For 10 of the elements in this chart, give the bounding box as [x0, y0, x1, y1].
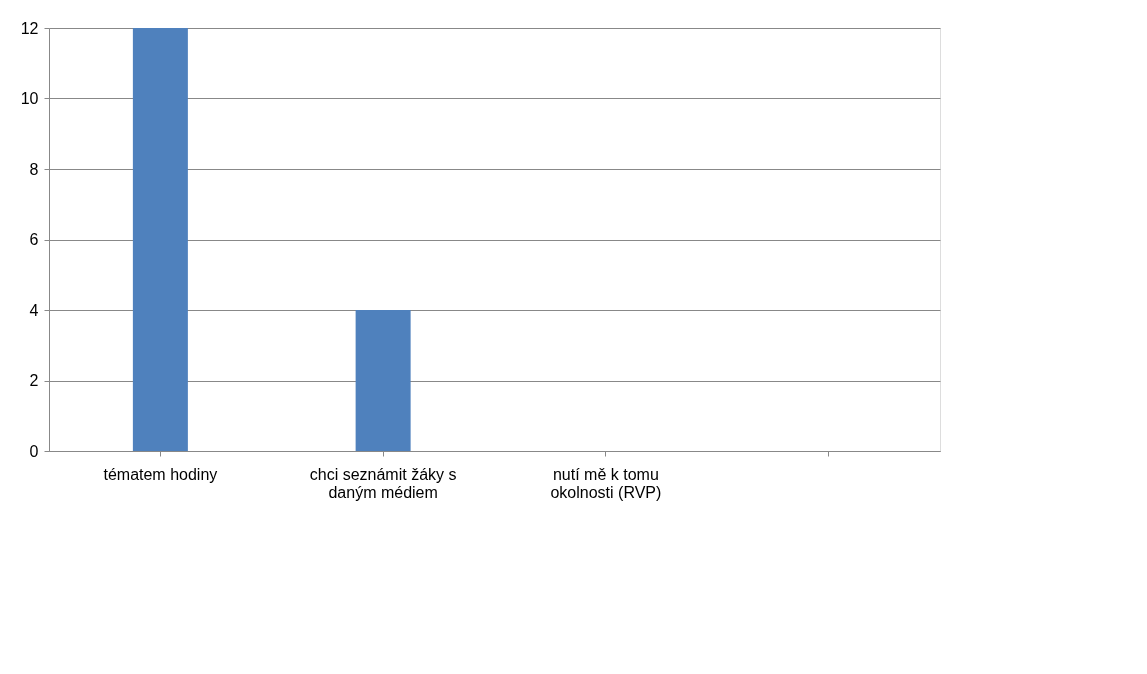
y-tick-label: 4	[29, 301, 39, 319]
x-tick-label: chci seznámit žáky s daným médiem	[309, 465, 457, 501]
y-tick-label: 2	[29, 372, 39, 389]
x-tick-label: tématem hodiny	[103, 465, 218, 483]
y-tick-label: 12	[20, 19, 39, 37]
y-tick-label: 10	[20, 90, 39, 107]
y-tick-label: 8	[29, 160, 39, 178]
y-tick-label: 6	[29, 231, 39, 248]
x-tick-label: nutí mě k tomu okolnosti (RVP)	[550, 465, 662, 501]
y-tick-label: 0	[29, 442, 39, 460]
